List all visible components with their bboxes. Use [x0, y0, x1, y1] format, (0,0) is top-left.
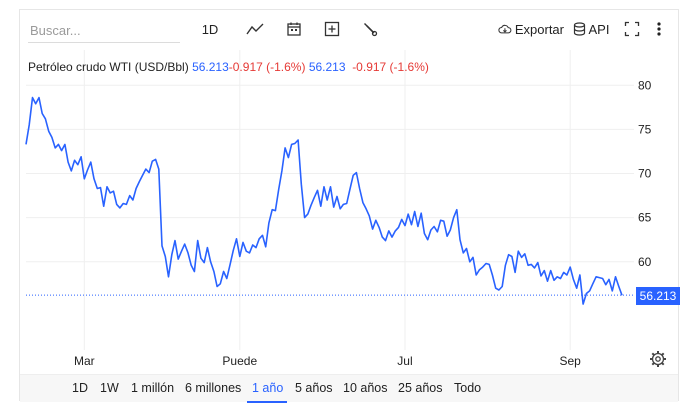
tools-button[interactable]	[358, 18, 382, 40]
interval-label: 1D	[201, 21, 219, 37]
add-indicator-icon	[324, 21, 340, 37]
fullscreen-button[interactable]	[622, 18, 642, 40]
more-menu-button[interactable]	[652, 18, 666, 40]
range-selector: 1D 1W 1 millón 6 millones 1 año 5 años 1…	[20, 374, 678, 403]
cloud-download-icon	[498, 24, 512, 34]
y-tick-label: 60	[638, 255, 652, 269]
interval-button[interactable]: 1D	[196, 18, 224, 40]
gear-icon[interactable]	[649, 350, 667, 368]
range-6m[interactable]: 6 millones	[185, 381, 242, 395]
active-range-underline	[247, 401, 287, 403]
chart-toolbar: 1D Exportar API	[20, 10, 678, 48]
fullscreen-icon	[624, 21, 640, 37]
range-1w[interactable]: 1W	[100, 381, 119, 395]
y-tick-label: 70	[638, 167, 652, 181]
chart-type-button[interactable]	[242, 18, 268, 40]
range-1d[interactable]: 1D	[72, 381, 88, 395]
range-1y[interactable]: 1 año	[252, 381, 284, 395]
export-button[interactable]: Exportar	[498, 18, 564, 40]
date-range-button[interactable]	[282, 18, 306, 40]
legend-last-value: 56.213	[192, 60, 229, 74]
database-icon	[573, 22, 585, 36]
range-all[interactable]: Todo	[454, 381, 482, 395]
chart-legend: Petróleo crudo WTI (USD/Bbl) 56.213-0.91…	[28, 60, 429, 74]
api-label: API	[588, 21, 610, 37]
tools-icon	[364, 23, 378, 37]
range-1m[interactable]: 1 millón	[131, 381, 175, 395]
y-tick-label: 65	[638, 211, 652, 225]
legend-change-2: -0.917 (-1.6%)	[352, 60, 429, 74]
export-label: Exportar	[514, 21, 564, 37]
price-chart[interactable]: 6065707580MarPuedeJulSepNov2026	[20, 10, 680, 374]
search-input[interactable]	[28, 19, 180, 43]
y-tick-label: 75	[638, 122, 652, 136]
range-5y[interactable]: 5 años	[295, 381, 333, 395]
legend-series-name: Petróleo crudo WTI (USD/Bbl)	[28, 60, 189, 74]
last-price-tag: 56.213	[636, 287, 680, 305]
x-tick-label: Puede	[222, 354, 257, 368]
x-tick-label: Mar	[74, 354, 95, 368]
y-tick-label: 80	[638, 78, 652, 92]
api-button[interactable]: API	[572, 18, 610, 40]
range-10y[interactable]: 10 años	[343, 381, 388, 395]
line-chart-icon	[246, 23, 264, 35]
range-25y[interactable]: 25 años	[398, 381, 443, 395]
legend-change: -0.917 (-1.6%)	[228, 60, 306, 74]
more-menu-icon	[657, 22, 661, 36]
series-line	[25, 96, 623, 305]
x-tick-label: Jul	[397, 354, 412, 368]
calendar-icon	[287, 22, 301, 36]
legend-last-value-2: 56.213	[308, 60, 346, 74]
add-indicator-button[interactable]	[320, 18, 344, 40]
x-tick-label: Sep	[559, 354, 581, 368]
